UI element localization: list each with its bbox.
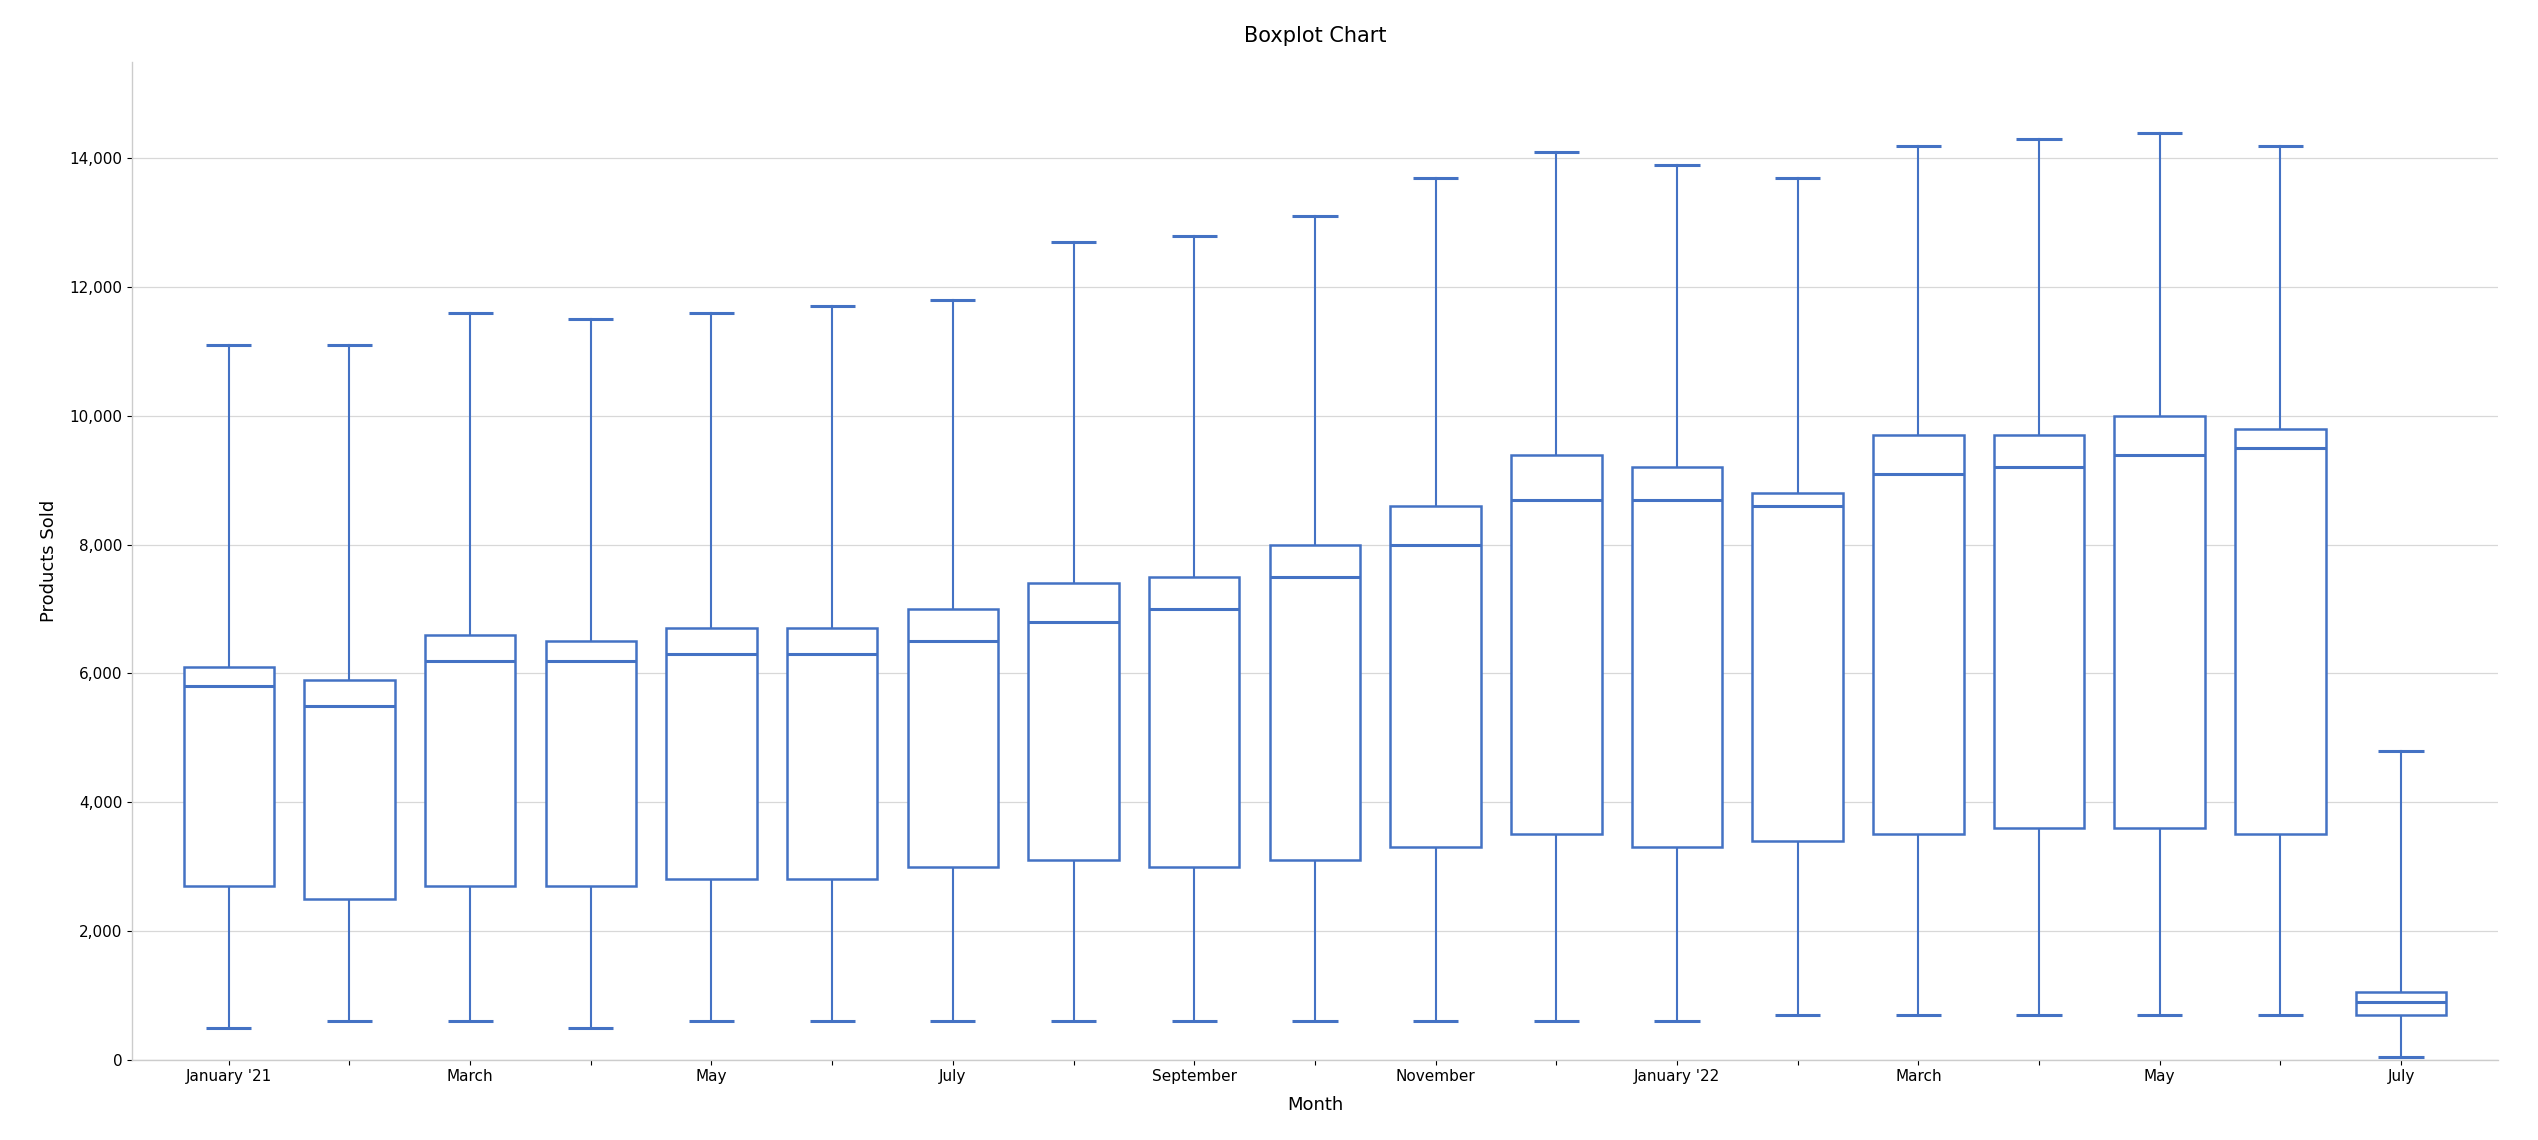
Bar (183, 667, 274, 886)
Bar (909, 609, 997, 866)
Bar (2236, 429, 2325, 834)
Bar (546, 642, 637, 886)
Bar (667, 628, 756, 879)
Bar (2114, 416, 2206, 828)
Y-axis label: Products Sold: Products Sold (41, 499, 58, 622)
Title: Boxplot Chart: Boxplot Chart (1244, 26, 1386, 47)
Bar (1510, 455, 1601, 834)
Bar (1150, 577, 1239, 866)
Bar (2355, 992, 2447, 1015)
X-axis label: Month: Month (1287, 1096, 1343, 1114)
Bar (787, 628, 878, 879)
Bar (1995, 435, 2084, 828)
Bar (1873, 435, 1964, 834)
Bar (305, 679, 396, 898)
Bar (1751, 494, 1843, 841)
Bar (1269, 545, 1360, 861)
Bar (424, 635, 515, 886)
Bar (1391, 506, 1480, 847)
Bar (1028, 584, 1119, 861)
Bar (1632, 467, 1723, 847)
